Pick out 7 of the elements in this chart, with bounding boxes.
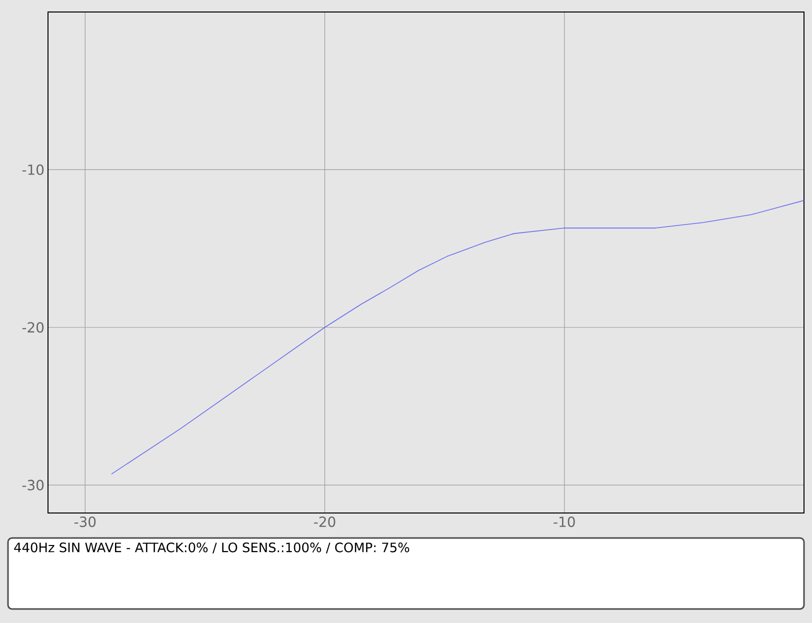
- y-tick-label: -30: [22, 480, 44, 490]
- x-tick-label: -30: [74, 516, 96, 528]
- y-tick-label: -20: [22, 322, 44, 333]
- y-tick-label: -10: [22, 164, 44, 175]
- text: 440Hz SIN WAVE - ATTACK:0% / LO SENS.:100% / COMP: 75%: [14, 542, 410, 554]
- x-tick-label: -10: [554, 516, 575, 528]
- x-tick-label: -20: [314, 516, 336, 528]
